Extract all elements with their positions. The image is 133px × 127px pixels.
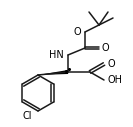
Text: HN: HN	[49, 50, 64, 60]
Text: O: O	[102, 43, 110, 53]
Polygon shape	[38, 70, 68, 75]
Text: Cl: Cl	[22, 111, 32, 121]
Text: O: O	[107, 59, 115, 69]
Text: OH: OH	[107, 75, 122, 85]
Text: O: O	[73, 27, 81, 37]
